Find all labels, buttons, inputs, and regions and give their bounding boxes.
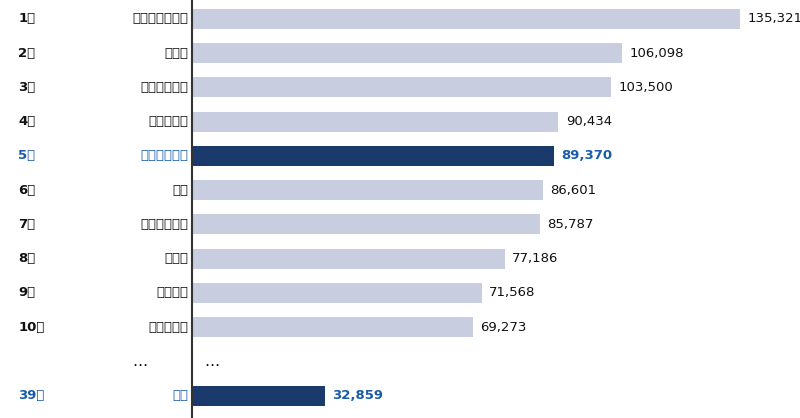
Text: アイルランド: アイルランド [141,81,189,94]
Text: （米ドル）: （米ドル） [756,0,791,1]
Text: 39位: 39位 [18,389,45,402]
Text: 90,434: 90,434 [566,115,612,128]
Text: 10位: 10位 [18,321,45,334]
Text: 1位: 1位 [18,13,35,25]
Bar [192,43,622,63]
Bar [192,214,539,234]
Text: 4位: 4位 [18,115,35,128]
Text: 9位: 9位 [18,286,35,299]
Text: 77,186: 77,186 [512,252,558,265]
Bar [192,180,543,200]
Text: 2位: 2位 [18,46,35,60]
Text: 7位: 7位 [18,218,35,231]
Bar [192,9,741,29]
Text: …: … [204,354,219,369]
Text: 71,568: 71,568 [489,286,535,299]
Text: 6位: 6位 [18,184,35,196]
Bar [192,112,558,132]
Text: 32,859: 32,859 [332,389,383,402]
Text: 3位: 3位 [18,81,35,94]
Text: 106,098: 106,098 [630,46,684,60]
Text: ノルウェー: ノルウェー [149,115,189,128]
Text: シンガポール: シンガポール [141,149,189,163]
Text: 5位: 5位 [18,149,35,163]
Text: アイスランド: アイスランド [141,218,189,231]
Text: 89,370: 89,370 [562,149,613,163]
Bar [192,77,611,97]
Bar [192,249,505,269]
Text: マカオ: マカオ [165,252,189,265]
Text: ルクセンブルク: ルクセンブルク [133,13,189,25]
Text: 69,273: 69,273 [480,321,526,334]
Text: 8位: 8位 [18,252,35,265]
Bar [192,386,325,405]
Text: カタール: カタール [157,286,189,299]
Bar [192,317,473,337]
Text: 86,601: 86,601 [550,184,596,196]
Text: デンマーク: デンマーク [149,321,189,334]
Text: 103,500: 103,500 [618,81,674,94]
Text: 米国: 米国 [173,184,189,196]
Text: …: … [132,354,147,369]
Bar [192,283,482,303]
Text: 日本: 日本 [173,389,189,402]
Text: 135,321: 135,321 [748,13,800,25]
Text: スイス: スイス [165,46,189,60]
Text: 85,787: 85,787 [547,218,594,231]
Bar [192,146,554,166]
